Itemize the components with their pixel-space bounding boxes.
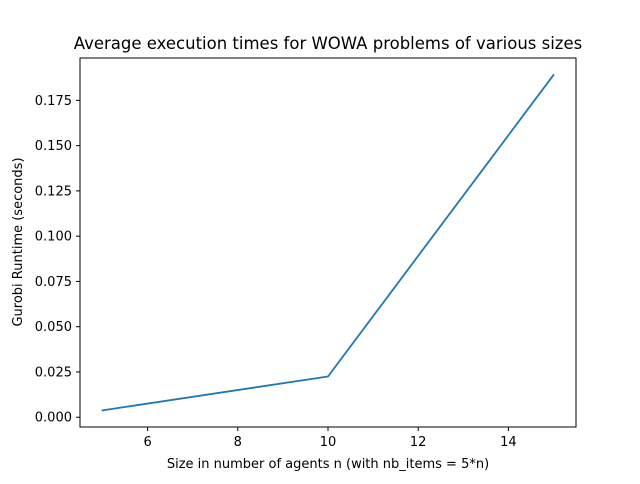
x-tick-label: 6 (143, 435, 151, 450)
y-tick-label: 0.075 (35, 275, 72, 290)
x-axis-label: Size in number of agents n (with nb_item… (167, 457, 489, 472)
x-tick-label: 12 (410, 435, 427, 450)
x-tick-label: 8 (234, 435, 242, 450)
plot-area-frame (79, 57, 577, 428)
y-axis-ticks: 0.000 0.025 0.050 0.075 0.100 0.125 0.150 0.175 (35, 94, 80, 426)
series-line (101, 73, 555, 412)
y-tick-label: 0.175 (35, 94, 72, 109)
y-tick-label: 0.050 (35, 320, 72, 335)
y-tick-label: 0.150 (35, 139, 72, 154)
x-axis-ticks: 6 8 10 12 14 (143, 427, 517, 450)
y-tick-label: 0.025 (35, 365, 72, 380)
x-tick-label: 10 (320, 435, 337, 450)
y-tick-label: 0.125 (35, 184, 72, 199)
chart-title: Average execution times for WOWA problem… (74, 34, 582, 53)
y-tick-label: 0.000 (35, 411, 72, 426)
y-tick-label: 0.100 (35, 230, 72, 245)
x-tick-label: 14 (500, 435, 517, 450)
series-layer (101, 73, 555, 412)
y-axis-label: Gurobi Runtime (seconds) (11, 157, 26, 326)
